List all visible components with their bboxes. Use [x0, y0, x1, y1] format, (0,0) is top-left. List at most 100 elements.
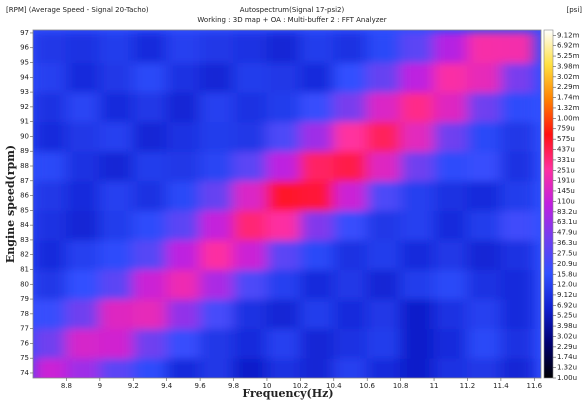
- heatmap-cell: [266, 239, 301, 270]
- x-tick-label: 10: [262, 382, 271, 390]
- heatmap-cell: [199, 209, 235, 241]
- colorbar: [543, 29, 554, 379]
- heatmap-cell: [299, 91, 335, 123]
- colorbar-tick-label: 15.8u: [557, 270, 577, 278]
- heatmap-cell: [366, 180, 402, 211]
- y-tick-label: 84: [20, 221, 29, 229]
- heatmap-cell: [99, 328, 134, 359]
- heatmap-cell: [233, 121, 268, 152]
- heatmap-cell: [266, 357, 301, 378]
- y-tick-label: 91: [20, 118, 29, 126]
- colorbar-tick-label: 3.02u: [557, 332, 577, 340]
- heatmap-cell: [466, 180, 502, 211]
- heatmap-cell: [199, 328, 235, 359]
- heatmap-cell: [266, 150, 301, 182]
- x-tick-label: 9.4: [161, 382, 173, 390]
- colorbar-tick-label: 759u: [557, 125, 575, 133]
- heatmap-cell: [33, 268, 67, 300]
- heatmap-cell: [65, 239, 101, 270]
- heatmap-cell: [132, 62, 168, 93]
- colorbar-tick-label: 6.92m: [557, 42, 580, 50]
- heatmap-cell: [166, 150, 201, 182]
- heatmap-cell: [466, 150, 502, 182]
- heatmap-cell: [400, 357, 435, 378]
- x-tick-label: 9: [98, 382, 102, 390]
- x-tick-label: 8.8: [61, 382, 72, 390]
- heatmap-cell: [33, 239, 67, 270]
- heatmap-cell: [166, 298, 201, 330]
- heatmap-cell: [65, 121, 101, 152]
- x-axis-title: Frequency(Hz): [242, 387, 333, 400]
- heatmap-cell: [466, 357, 502, 378]
- y-tick-label: 81: [20, 265, 29, 273]
- heatmap-cell: [299, 180, 335, 211]
- y-tick-label: 92: [20, 103, 29, 111]
- colorbar-tick-label: 331u: [557, 156, 575, 164]
- heatmap-cell: [33, 357, 67, 378]
- heatmap-cell: [99, 268, 134, 300]
- colorbar-tick-label: 47.9u: [557, 229, 577, 237]
- heatmap-cell: [400, 62, 435, 93]
- colorbar-tick-label: 2.29u: [557, 343, 577, 351]
- heatmap-cell: [433, 239, 468, 270]
- heatmap-cell: [65, 150, 101, 182]
- heatmap-cell: [166, 121, 201, 152]
- heatmap-cell: [400, 180, 435, 211]
- heatmap-cell: [466, 209, 502, 241]
- heatmap-cell: [466, 328, 502, 359]
- heatmap-cell: [33, 180, 67, 211]
- heatmap-cell: [400, 150, 435, 182]
- x-tick-label: 11: [430, 382, 439, 390]
- heatmap-cell: [266, 298, 301, 330]
- heatmap-cell: [466, 121, 502, 152]
- heatmap-cell: [132, 298, 168, 330]
- heatmap-cell: [299, 62, 335, 93]
- heatmap-cell: [65, 209, 101, 241]
- heatmap-cell: [99, 91, 134, 123]
- chart-subtitle: Working : 3D map + OA : Multi-buffer 2 :…: [197, 16, 386, 24]
- x-tick-label: 10.4: [326, 382, 342, 390]
- heatmap-cell: [99, 180, 134, 211]
- heatmap-cell: [366, 328, 402, 359]
- heatmap-cell: [433, 121, 468, 152]
- x-tick-label: 11.2: [460, 382, 476, 390]
- heatmap-cell: [233, 32, 268, 64]
- heatmap-cell: [433, 268, 468, 300]
- x-tick-label: 10.8: [393, 382, 409, 390]
- heatmap-cell: [366, 32, 402, 64]
- y-tick-label: 79: [20, 295, 29, 303]
- heatmap-cell: [233, 328, 268, 359]
- heatmap-cell: [233, 150, 268, 182]
- heatmap-cell: [65, 328, 101, 359]
- heatmap-cell: [433, 62, 468, 93]
- y-tick-label: 80: [20, 280, 29, 288]
- heatmap-cell: [366, 150, 402, 182]
- x-tick-label: 9.6: [195, 382, 207, 390]
- heatmap-cell: [199, 298, 235, 330]
- heatmap-cell: [132, 121, 168, 152]
- heatmap-cell: [400, 121, 435, 152]
- heatmap-cell: [333, 328, 368, 359]
- heatmap-cell: [400, 268, 435, 300]
- heatmap-cell: [400, 328, 435, 359]
- heatmap-cell: [299, 150, 335, 182]
- colorbar-tick-label: 20.9u: [557, 260, 577, 268]
- heatmap-cell: [99, 298, 134, 330]
- y-tick-label: 75: [20, 354, 29, 362]
- heatmap-cell: [65, 298, 101, 330]
- heatmap-cell: [500, 121, 535, 152]
- heatmap-cell: [33, 209, 67, 241]
- heatmap-cell: [466, 91, 502, 123]
- heatmap-cell: [433, 209, 468, 241]
- heatmap-cell: [65, 268, 101, 300]
- colorbar-tick-label: 1.32m: [557, 104, 580, 112]
- colorbar-tick-label: 1.74m: [557, 94, 580, 102]
- heatmap-cell: [199, 32, 235, 64]
- heatmap-cell: [333, 121, 368, 152]
- heatmap-cell: [99, 32, 134, 64]
- heatmap-cell: [33, 121, 67, 152]
- heatmap-cell: [366, 239, 402, 270]
- heatmap-cell: [132, 357, 168, 378]
- heatmap-cell: [199, 62, 235, 93]
- heatmap-cell: [132, 328, 168, 359]
